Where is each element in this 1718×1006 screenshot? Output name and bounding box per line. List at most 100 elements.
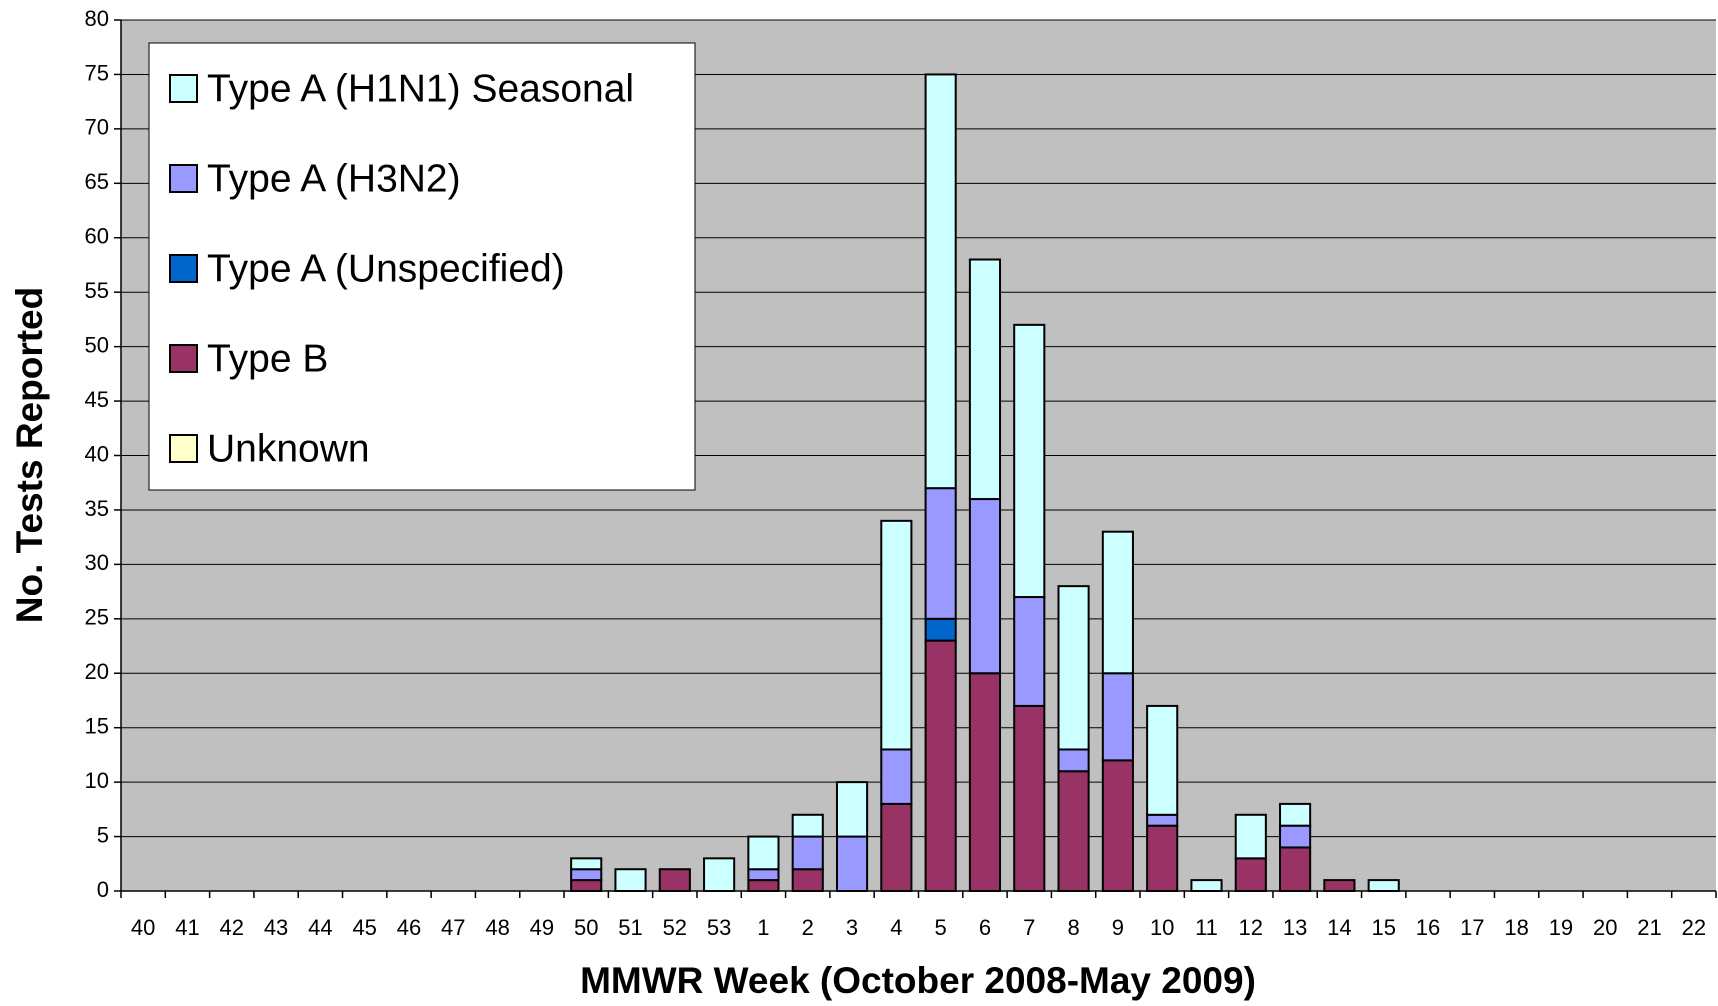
x-tick-label: 19 — [1549, 915, 1573, 940]
x-tick-label: 10 — [1150, 915, 1174, 940]
legend-label: Type A (H1N1) Seasonal — [207, 67, 634, 110]
x-tick-label: 21 — [1637, 915, 1661, 940]
x-tick-label: 7 — [1023, 915, 1035, 940]
bar-segment — [924, 73, 957, 490]
x-tick-label: 4 — [890, 915, 902, 940]
x-tick-label: 50 — [574, 915, 598, 940]
y-tick-label: 15 — [85, 714, 109, 739]
bar-segment — [968, 258, 1002, 501]
y-tick-label: 50 — [85, 332, 109, 357]
bar-segment — [1101, 759, 1134, 892]
bar-segment — [1146, 824, 1179, 892]
bar-segment — [924, 639, 957, 893]
legend-swatch — [169, 344, 198, 373]
x-tick-label: 8 — [1067, 915, 1079, 940]
y-tick-label: 40 — [85, 441, 109, 466]
x-tick-label: 5 — [935, 915, 947, 940]
bar-segment — [1323, 879, 1356, 892]
bar-segment — [968, 672, 1002, 892]
x-tick-label: 46 — [397, 915, 421, 940]
y-tick-label: 25 — [85, 605, 109, 630]
bar-segment — [1146, 813, 1179, 827]
x-tick-label: 49 — [530, 915, 554, 940]
x-tick-label: 18 — [1504, 915, 1528, 940]
y-tick-label: 80 — [85, 6, 109, 31]
y-tick-label: 30 — [85, 550, 109, 575]
x-tick-label: 51 — [618, 915, 642, 940]
y-tick-label: 65 — [85, 169, 109, 194]
bar-segment — [1234, 857, 1267, 893]
bar-segment — [791, 813, 824, 838]
x-tick-label: 44 — [308, 915, 332, 940]
bar-segment — [924, 617, 957, 642]
x-tick-label: 12 — [1239, 915, 1263, 940]
bar-segment — [880, 802, 913, 893]
bar-segment — [1013, 596, 1046, 707]
y-tick-label: 35 — [85, 496, 109, 521]
legend-label: Type A (Unspecified) — [207, 247, 565, 290]
x-tick-label: 17 — [1460, 915, 1484, 940]
bar-segment — [1279, 802, 1312, 827]
x-tick-label: 52 — [663, 915, 687, 940]
legend-label: Type B — [207, 337, 328, 380]
x-tick-label: 42 — [220, 915, 244, 940]
bar-segment — [1057, 748, 1090, 773]
bar-segment — [614, 868, 647, 892]
bar-segment — [747, 835, 780, 871]
legend-label: Type A (H3N2) — [207, 157, 461, 200]
bar-segment — [1279, 824, 1312, 849]
x-tick-label: 40 — [131, 915, 155, 940]
bar-segment — [1146, 704, 1179, 816]
legend-swatch — [169, 254, 198, 283]
y-tick-label: 0 — [97, 877, 109, 902]
bar-segment — [1013, 323, 1046, 599]
bar-segment — [791, 835, 824, 871]
bar-segment — [1057, 770, 1090, 892]
x-tick-label: 41 — [175, 915, 199, 940]
x-tick-label: 14 — [1327, 915, 1351, 940]
bar-segment — [658, 868, 691, 892]
bar-segment — [570, 857, 603, 871]
x-tick-label: 47 — [441, 915, 465, 940]
bar-segment — [1101, 530, 1134, 675]
x-tick-label: 15 — [1371, 915, 1395, 940]
x-tick-label: 9 — [1112, 915, 1124, 940]
bar-segment — [924, 487, 957, 620]
bar-segment — [1190, 879, 1223, 892]
legend-box — [148, 42, 696, 491]
bar-segment — [747, 868, 780, 882]
x-tick-label: 1 — [757, 915, 769, 940]
bar-segment — [880, 748, 913, 805]
bar-segment — [703, 857, 736, 893]
bar-segment — [835, 781, 869, 838]
bar-segment — [968, 498, 1002, 675]
x-tick-label: 11 — [1195, 915, 1218, 940]
bar-segment — [747, 879, 780, 892]
legend-swatch — [169, 434, 198, 463]
x-tick-label: 48 — [485, 915, 509, 940]
x-tick-label: 6 — [979, 915, 991, 940]
x-tick-label: 43 — [264, 915, 288, 940]
bar-segment — [1367, 879, 1400, 892]
bar-segment — [1101, 672, 1134, 762]
legend-swatch — [169, 74, 198, 103]
y-tick-label: 55 — [85, 278, 109, 303]
y-tick-label: 60 — [85, 224, 109, 249]
y-tick-label: 70 — [85, 115, 109, 140]
x-tick-label: 20 — [1593, 915, 1617, 940]
x-tick-label: 45 — [352, 915, 376, 940]
x-tick-label: 2 — [802, 915, 814, 940]
x-tick-label: 22 — [1682, 915, 1706, 940]
bar-segment — [880, 519, 913, 751]
bar-segment — [1279, 846, 1312, 893]
x-tick-label: 3 — [846, 915, 858, 940]
legend: Type A (H1N1) Seasonal Type A (H3N2) Type … — [148, 42, 696, 491]
y-tick-label: 75 — [85, 60, 109, 85]
bar-segment — [1057, 585, 1090, 751]
y-tick-label: 5 — [97, 822, 109, 847]
x-axis-title: MMWR Week (October 2008-May 2009) — [580, 960, 1256, 1001]
bar-segment — [791, 868, 824, 892]
y-tick-label: 20 — [85, 659, 109, 684]
bar-segment — [570, 868, 603, 882]
